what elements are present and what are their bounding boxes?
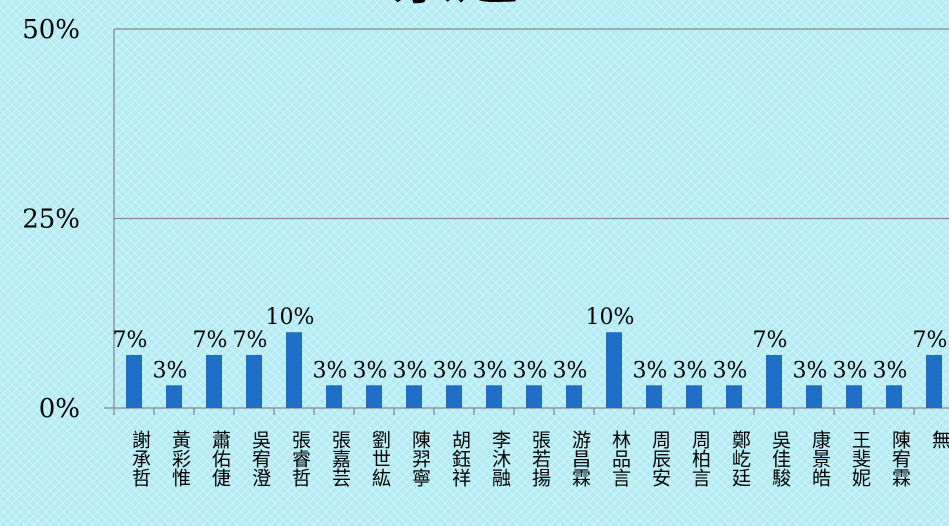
x-tick-label: 吳佳駿 (769, 430, 791, 488)
x-tick-label: 劉世紘 (369, 430, 391, 487)
y-tick-label: 0% (39, 394, 80, 424)
data-label: 3% (153, 358, 188, 383)
bar (806, 385, 822, 408)
bar (886, 385, 902, 408)
bar (246, 354, 262, 408)
x-tick-label: 周柏言 (689, 430, 711, 487)
bar (126, 354, 142, 408)
data-label: 3% (713, 358, 748, 383)
data-label: 3% (353, 358, 388, 383)
bar (446, 385, 462, 408)
bar (726, 385, 742, 408)
data-label: 7% (193, 328, 228, 353)
x-tick-label: 游昌霖 (569, 430, 591, 487)
data-label: 7% (913, 328, 948, 353)
bar (686, 385, 702, 408)
bar (566, 385, 582, 408)
x-tick-label: 王斐妮 (849, 430, 871, 487)
data-label: 7% (753, 328, 788, 353)
x-tick-label: 謝承哲 (129, 430, 151, 487)
bar (486, 385, 502, 408)
bar (646, 385, 662, 408)
data-label: 3% (633, 358, 668, 383)
x-tick-label: 張睿哲 (289, 430, 311, 487)
data-label: 3% (513, 358, 548, 383)
data-label: 3% (313, 358, 348, 383)
bar (526, 385, 542, 408)
x-tick-label: 陳宥霖 (889, 430, 911, 487)
bar (366, 385, 382, 408)
bar (926, 354, 942, 408)
chart-title: 票選 (391, 0, 519, 14)
bar (606, 332, 622, 408)
x-tick-label: 鄭屹廷 (729, 430, 751, 487)
x-tick-label: 張若揚 (529, 430, 551, 488)
data-label: 7% (233, 328, 268, 353)
data-label: 3% (433, 358, 468, 383)
x-tick-label: 張嘉芸 (329, 430, 351, 488)
data-label: 3% (393, 358, 428, 383)
x-tick-label: 胡鈺祥 (449, 430, 471, 487)
data-label: 10% (586, 305, 635, 330)
bar (846, 385, 862, 408)
data-label: 7% (113, 328, 148, 353)
data-label: 3% (553, 358, 588, 383)
x-tick-label: 黃彩惟 (169, 430, 191, 487)
x-tick-label: 無 (929, 430, 949, 449)
data-label: 3% (873, 358, 908, 383)
bar (206, 354, 222, 408)
data-label: 3% (473, 358, 508, 383)
y-tick-label: 25% (22, 205, 80, 235)
bar (406, 385, 422, 408)
x-tick-label: 蕭佑倢 (209, 430, 231, 487)
bar (166, 385, 182, 408)
x-tick-label: 林品言 (609, 430, 631, 487)
bar (286, 332, 302, 408)
x-tick-label: 康景皓 (809, 430, 831, 487)
y-tick-label: 50% (22, 15, 80, 45)
data-label: 3% (673, 358, 708, 383)
x-tick-label: 陳羿寧 (409, 430, 431, 488)
data-label: 3% (793, 358, 828, 383)
x-tick-label: 李沐融 (489, 430, 511, 487)
data-label: 3% (833, 358, 868, 383)
data-label: 10% (266, 305, 315, 330)
bar (326, 385, 342, 408)
x-tick-label: 周辰安 (649, 430, 671, 487)
bar (766, 354, 782, 408)
x-tick-label: 吳宥澄 (249, 430, 271, 487)
